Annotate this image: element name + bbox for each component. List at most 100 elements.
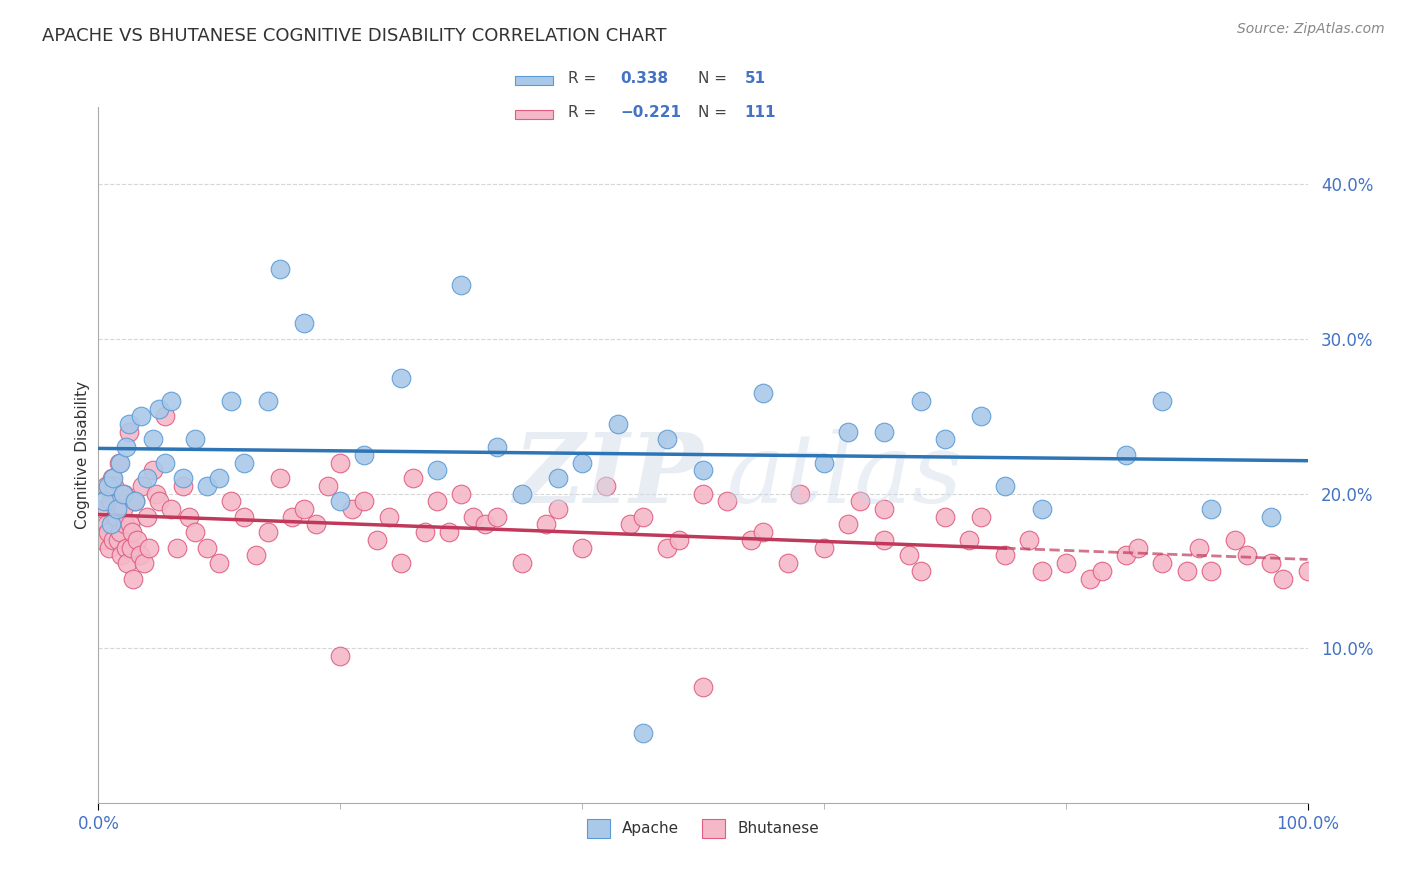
Point [329,648,352,663]
Point [172,471,194,485]
Text: Source: ZipAtlas.com: Source: ZipAtlas.com [1237,22,1385,37]
Point [232,509,254,524]
Point [221,494,243,508]
Point [740,533,762,547]
Text: 0.338: 0.338 [620,71,669,86]
Point [510,556,533,570]
Point [101,533,124,547]
Point [103,479,125,493]
Point [619,517,641,532]
Text: ZIP: ZIP [513,429,703,523]
Text: N =: N = [697,105,731,120]
Text: N =: N = [697,71,731,86]
Point [97,479,120,493]
Text: −0.221: −0.221 [620,105,682,120]
Point [121,525,143,540]
Point [172,479,194,493]
Point [153,456,176,470]
Point [166,541,188,555]
Point [776,556,799,570]
Point [107,533,129,547]
Point [101,471,124,485]
Point [94,479,117,493]
Point [849,494,872,508]
Point [402,471,425,485]
Point [221,393,243,408]
Point [1236,549,1258,563]
Point [91,533,114,547]
Point [1152,393,1174,408]
Point [195,479,218,493]
Point [873,502,896,516]
Point [98,541,121,555]
FancyBboxPatch shape [516,110,553,119]
Point [692,463,714,477]
Point [118,425,141,439]
Point [668,533,690,547]
Point [353,448,375,462]
Point [595,479,617,493]
Point [117,556,139,570]
Point [655,433,678,447]
Point [957,533,980,547]
Point [93,502,115,516]
Point [256,525,278,540]
Point [547,502,569,516]
Point [145,486,167,500]
Point [122,572,145,586]
Text: 51: 51 [744,71,765,86]
Point [124,494,146,508]
FancyBboxPatch shape [516,76,553,85]
Point [873,533,896,547]
Point [534,517,557,532]
Point [195,541,218,555]
Point [100,471,122,485]
Point [135,471,157,485]
Point [1260,509,1282,524]
Point [1031,564,1053,578]
Point [292,317,315,331]
Point [655,541,678,555]
Point [1115,549,1137,563]
Point [1078,572,1101,586]
Point [142,433,165,447]
Point [111,486,134,500]
Point [134,556,156,570]
Point [1272,572,1295,586]
Point [1054,556,1077,570]
Text: atlas: atlas [727,429,963,523]
Point [631,509,654,524]
Point [752,525,775,540]
Point [486,509,509,524]
Point [292,502,315,516]
Point [131,479,153,493]
Point [631,726,654,740]
Point [510,486,533,500]
Point [129,409,152,424]
Text: 111: 111 [744,105,776,120]
Point [148,401,170,416]
Point [547,471,569,485]
Point [329,456,352,470]
Point [389,556,412,570]
Point [1115,448,1137,462]
Point [934,509,956,524]
Point [934,433,956,447]
Point [208,471,231,485]
Point [120,541,142,555]
Point [232,456,254,470]
Point [153,409,176,424]
Point [970,409,993,424]
Point [97,525,120,540]
Point [692,486,714,500]
Point [127,533,149,547]
Point [994,549,1017,563]
Point [118,517,141,532]
Point [910,393,932,408]
Point [108,456,131,470]
Point [342,502,364,516]
Point [1091,564,1114,578]
Point [269,262,291,277]
Point [366,533,388,547]
Point [873,425,896,439]
